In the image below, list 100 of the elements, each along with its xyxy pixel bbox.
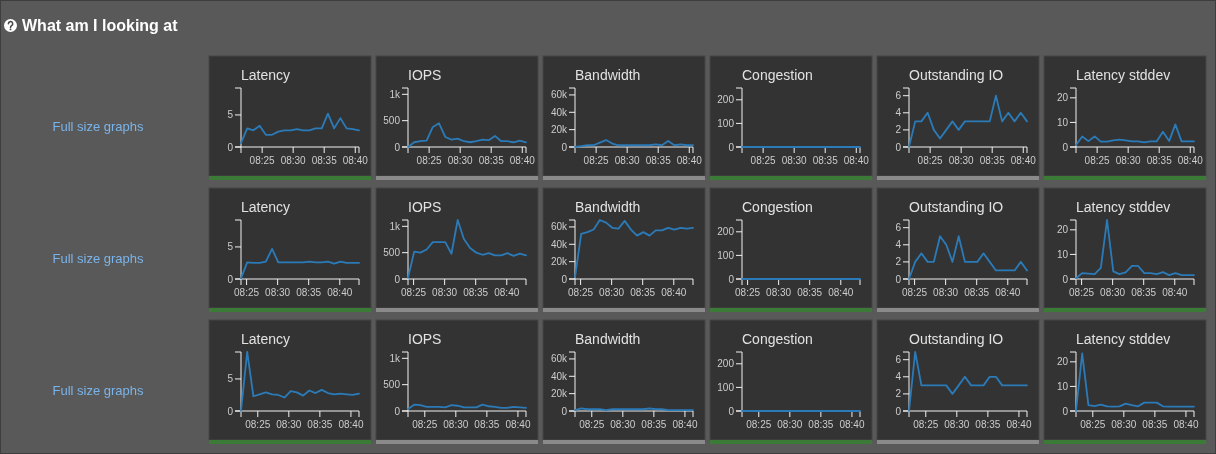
y-tick-label: 0 (1062, 405, 1069, 417)
x-tick-label: 08:40 (672, 419, 698, 430)
x-tick-label: 08:25 (902, 287, 928, 298)
x-tick-label: 08:30 (933, 287, 959, 298)
x-tick-label: 08:30 (777, 419, 803, 430)
x-tick-label: 08:30 (447, 155, 474, 166)
x-tick-label: 08:30 (948, 155, 975, 166)
y-tick-label: 200 (717, 358, 735, 370)
x-tick-label: 08:25 (579, 419, 605, 430)
y-tick-label: 40k (550, 106, 568, 118)
x-tick-label: 08:25 (1084, 155, 1111, 166)
x-tick-label: 08:35 (296, 287, 322, 298)
chart-title: Outstanding IO (909, 67, 1004, 83)
x-tick-label: 08:25 (1069, 287, 1095, 298)
y-tick-label: 0 (394, 273, 401, 285)
x-tick-label: 08:30 (443, 419, 469, 430)
line-series (574, 219, 694, 279)
chart-title: Bandwidth (575, 199, 641, 215)
line-series (240, 112, 360, 145)
x-tick-label: 08:30 (781, 155, 808, 166)
y-tick-label: 10 (1056, 248, 1069, 260)
x-tick-label: 08:40 (839, 419, 865, 430)
x-tick-label: 08:35 (463, 287, 489, 298)
text: Full size graphs (52, 383, 145, 398)
line-series (240, 247, 360, 280)
x-tick-label: 08:35 (645, 155, 672, 166)
x-tick-label: 08:35 (641, 419, 667, 430)
y-tick-label: 0 (561, 141, 568, 153)
y-tick-label: 0 (227, 141, 234, 153)
x-tick-label: 08:25 (750, 155, 777, 166)
x-tick-label: 08:25 (735, 287, 761, 298)
y-tick-label: 0 (728, 273, 735, 285)
y-tick-label: 200 (717, 94, 735, 106)
y-tick-label: 0 (895, 405, 902, 417)
x-tick-label: 08:30 (610, 419, 636, 430)
x-tick-label: 08:40 (494, 287, 520, 298)
line-series (908, 351, 1028, 412)
y-tick-label: 100 (717, 249, 735, 261)
text: Full size graphs (52, 119, 145, 134)
line-series (1075, 123, 1195, 146)
x-tick-label: 08:40 (661, 287, 687, 298)
x-tick-label: 08:25 (249, 155, 276, 166)
chart-title: Congestion (742, 67, 813, 83)
y-tick-label: 4 (895, 107, 902, 119)
y-tick-label: 0 (561, 273, 568, 285)
x-tick-label: 08:25 (416, 155, 443, 166)
x-tick-label: 08:35 (1146, 155, 1173, 166)
x-tick-label: 08:25 (583, 155, 610, 166)
y-tick-label: 500 (383, 247, 401, 259)
chart-title: Congestion (742, 331, 813, 347)
chart-title: IOPS (408, 331, 442, 347)
y-tick-label: 200 (717, 226, 735, 238)
y-tick-label: 0 (1062, 273, 1069, 285)
x-tick-label: 08:25 (1080, 419, 1106, 430)
chart-title: Latency (241, 199, 291, 215)
chart-title: Latency stddev (1076, 199, 1171, 215)
chart-title: Latency stddev (1076, 331, 1171, 347)
x-tick-label: 08:35 (808, 419, 834, 430)
x-tick-label: 08:40 (843, 155, 870, 166)
x-tick-label: 08:30 (280, 155, 307, 166)
x-tick-label: 08:25 (913, 419, 939, 430)
y-tick-label: 10 (1056, 116, 1069, 128)
chart-title: Latency (241, 67, 291, 83)
y-tick-label: 1k (389, 88, 401, 100)
y-tick-label: 0 (895, 141, 902, 153)
x-tick-label: 08:25 (245, 419, 271, 430)
x-tick-label: 08:40 (509, 155, 536, 166)
chart-title: Outstanding IO (909, 199, 1004, 215)
y-tick-label: 20 (1056, 224, 1069, 236)
y-tick-label: 0 (728, 141, 735, 153)
x-tick-label: 08:35 (812, 155, 839, 166)
x-tick-label: 08:35 (474, 419, 500, 430)
y-tick-label: 0 (895, 273, 902, 285)
x-tick-label: 08:35 (311, 155, 338, 166)
x-tick-label: 08:40 (676, 155, 703, 166)
x-tick-label: 08:30 (265, 287, 291, 298)
y-tick-label: 20 (1056, 356, 1069, 368)
text: What am I looking at (22, 17, 179, 34)
y-tick-label: 40k (550, 370, 568, 382)
y-tick-label: 6 (895, 90, 902, 102)
x-tick-label: 08:35 (797, 287, 823, 298)
y-tick-label: 2 (895, 256, 902, 268)
line-series (574, 139, 694, 148)
y-tick-label: 20 (1056, 92, 1069, 104)
line-series (908, 94, 1028, 148)
y-tick-label: 0 (728, 405, 735, 417)
y-tick-label: 500 (383, 115, 401, 127)
y-tick-label: 60k (550, 353, 568, 365)
y-tick-label: 6 (895, 222, 902, 234)
x-tick-label: 08:25 (917, 155, 944, 166)
x-tick-label: 08:35 (630, 287, 656, 298)
y-tick-label: 1k (389, 352, 401, 364)
y-tick-label: 20k (550, 124, 568, 136)
x-tick-label: 08:25 (234, 287, 260, 298)
x-tick-label: 08:35 (964, 287, 990, 298)
text: Full size graphs (52, 251, 145, 266)
y-tick-label: 100 (717, 117, 735, 129)
y-tick-label: 0 (394, 141, 401, 153)
y-tick-label: 6 (895, 354, 902, 366)
y-tick-label: 20k (550, 256, 568, 268)
